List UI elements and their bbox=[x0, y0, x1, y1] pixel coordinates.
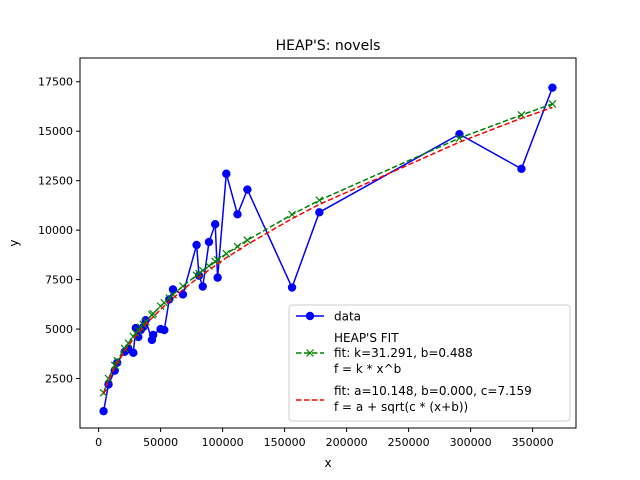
heaps-fit-marker bbox=[178, 282, 187, 291]
y-tick-label: 17500 bbox=[38, 76, 73, 89]
heaps-fit-marker bbox=[120, 344, 129, 353]
data-point bbox=[99, 406, 108, 416]
legend-data-label: data bbox=[334, 310, 361, 324]
x-tick-label: 150000 bbox=[264, 436, 306, 449]
x-tick-label: 0 bbox=[95, 436, 102, 449]
y-axis-label: y bbox=[7, 239, 21, 246]
data-point bbox=[243, 185, 252, 194]
data-point bbox=[194, 271, 204, 280]
legend-heaps-marker bbox=[306, 349, 314, 357]
heaps-fit-marker bbox=[243, 236, 252, 245]
series-layer bbox=[99, 83, 557, 416]
x-tick-label: 50000 bbox=[143, 436, 178, 449]
legend-heaps-formula: f = k * x^b bbox=[334, 362, 401, 376]
x-tick-label: 300000 bbox=[450, 436, 492, 449]
data-point bbox=[287, 283, 297, 292]
legend-sqrt-fit-label: fit: a=10.148, b=0.000, c=7.159 bbox=[334, 384, 532, 398]
heaps-fit-marker bbox=[141, 317, 150, 326]
heaps-fit-marker bbox=[548, 99, 557, 108]
legend-data-marker bbox=[305, 311, 315, 321]
x-tick-label: 350000 bbox=[512, 436, 554, 449]
data-point bbox=[222, 169, 231, 178]
sqrt-fit-line bbox=[102, 106, 553, 395]
y-tick-label: 12500 bbox=[38, 175, 73, 188]
x-tick-label: 200000 bbox=[326, 436, 368, 449]
data-point bbox=[148, 330, 158, 340]
legend-sqrt-formula: f = a + sqrt(c * (x+b)) bbox=[334, 400, 468, 414]
data-point bbox=[517, 164, 526, 174]
x-axis-label: x bbox=[324, 456, 331, 470]
data-point bbox=[129, 348, 138, 358]
data-point bbox=[192, 240, 201, 250]
data-point bbox=[213, 273, 222, 282]
heaps-fit-marker bbox=[113, 356, 122, 365]
y-tick-label: 15000 bbox=[38, 125, 73, 138]
data-point bbox=[548, 83, 557, 92]
heaps-fit-marker bbox=[222, 249, 231, 258]
legend-heaps-fit-label: fit: k=31.291, b=0.488 bbox=[334, 346, 473, 360]
y-axis: 2500 5000 7500 10000 12500 15000 17500 bbox=[38, 76, 80, 386]
data-point bbox=[233, 210, 242, 219]
y-tick-label: 10000 bbox=[38, 224, 73, 237]
legend-box bbox=[288, 304, 571, 422]
y-tick-label: 5000 bbox=[45, 323, 73, 336]
y-tick-label: 2500 bbox=[45, 373, 73, 386]
data-point bbox=[165, 295, 174, 304]
data-point bbox=[210, 220, 220, 229]
legend: data HEAP'S FIT fit: k=31.291, b=0.488 f… bbox=[288, 304, 571, 422]
data-point bbox=[160, 325, 169, 335]
x-axis: 0 50000 100000 150000 200000 250000 300000 3500… bbox=[95, 428, 554, 449]
data-point bbox=[168, 285, 178, 294]
x-tick-label: 250000 bbox=[388, 436, 430, 449]
data-point bbox=[204, 237, 214, 247]
x-tick-label: 100000 bbox=[202, 436, 244, 449]
heaps-fit-marker bbox=[149, 309, 158, 318]
data-point bbox=[198, 282, 207, 291]
y-tick-label: 7500 bbox=[45, 274, 73, 287]
chart-title: HEAP'S: novels bbox=[276, 38, 381, 54]
heaps-fit-marker bbox=[124, 339, 133, 348]
plot-frame bbox=[79, 57, 577, 429]
data-point bbox=[315, 208, 324, 217]
legend-heaps-title: HEAP'S FIT bbox=[334, 331, 399, 345]
